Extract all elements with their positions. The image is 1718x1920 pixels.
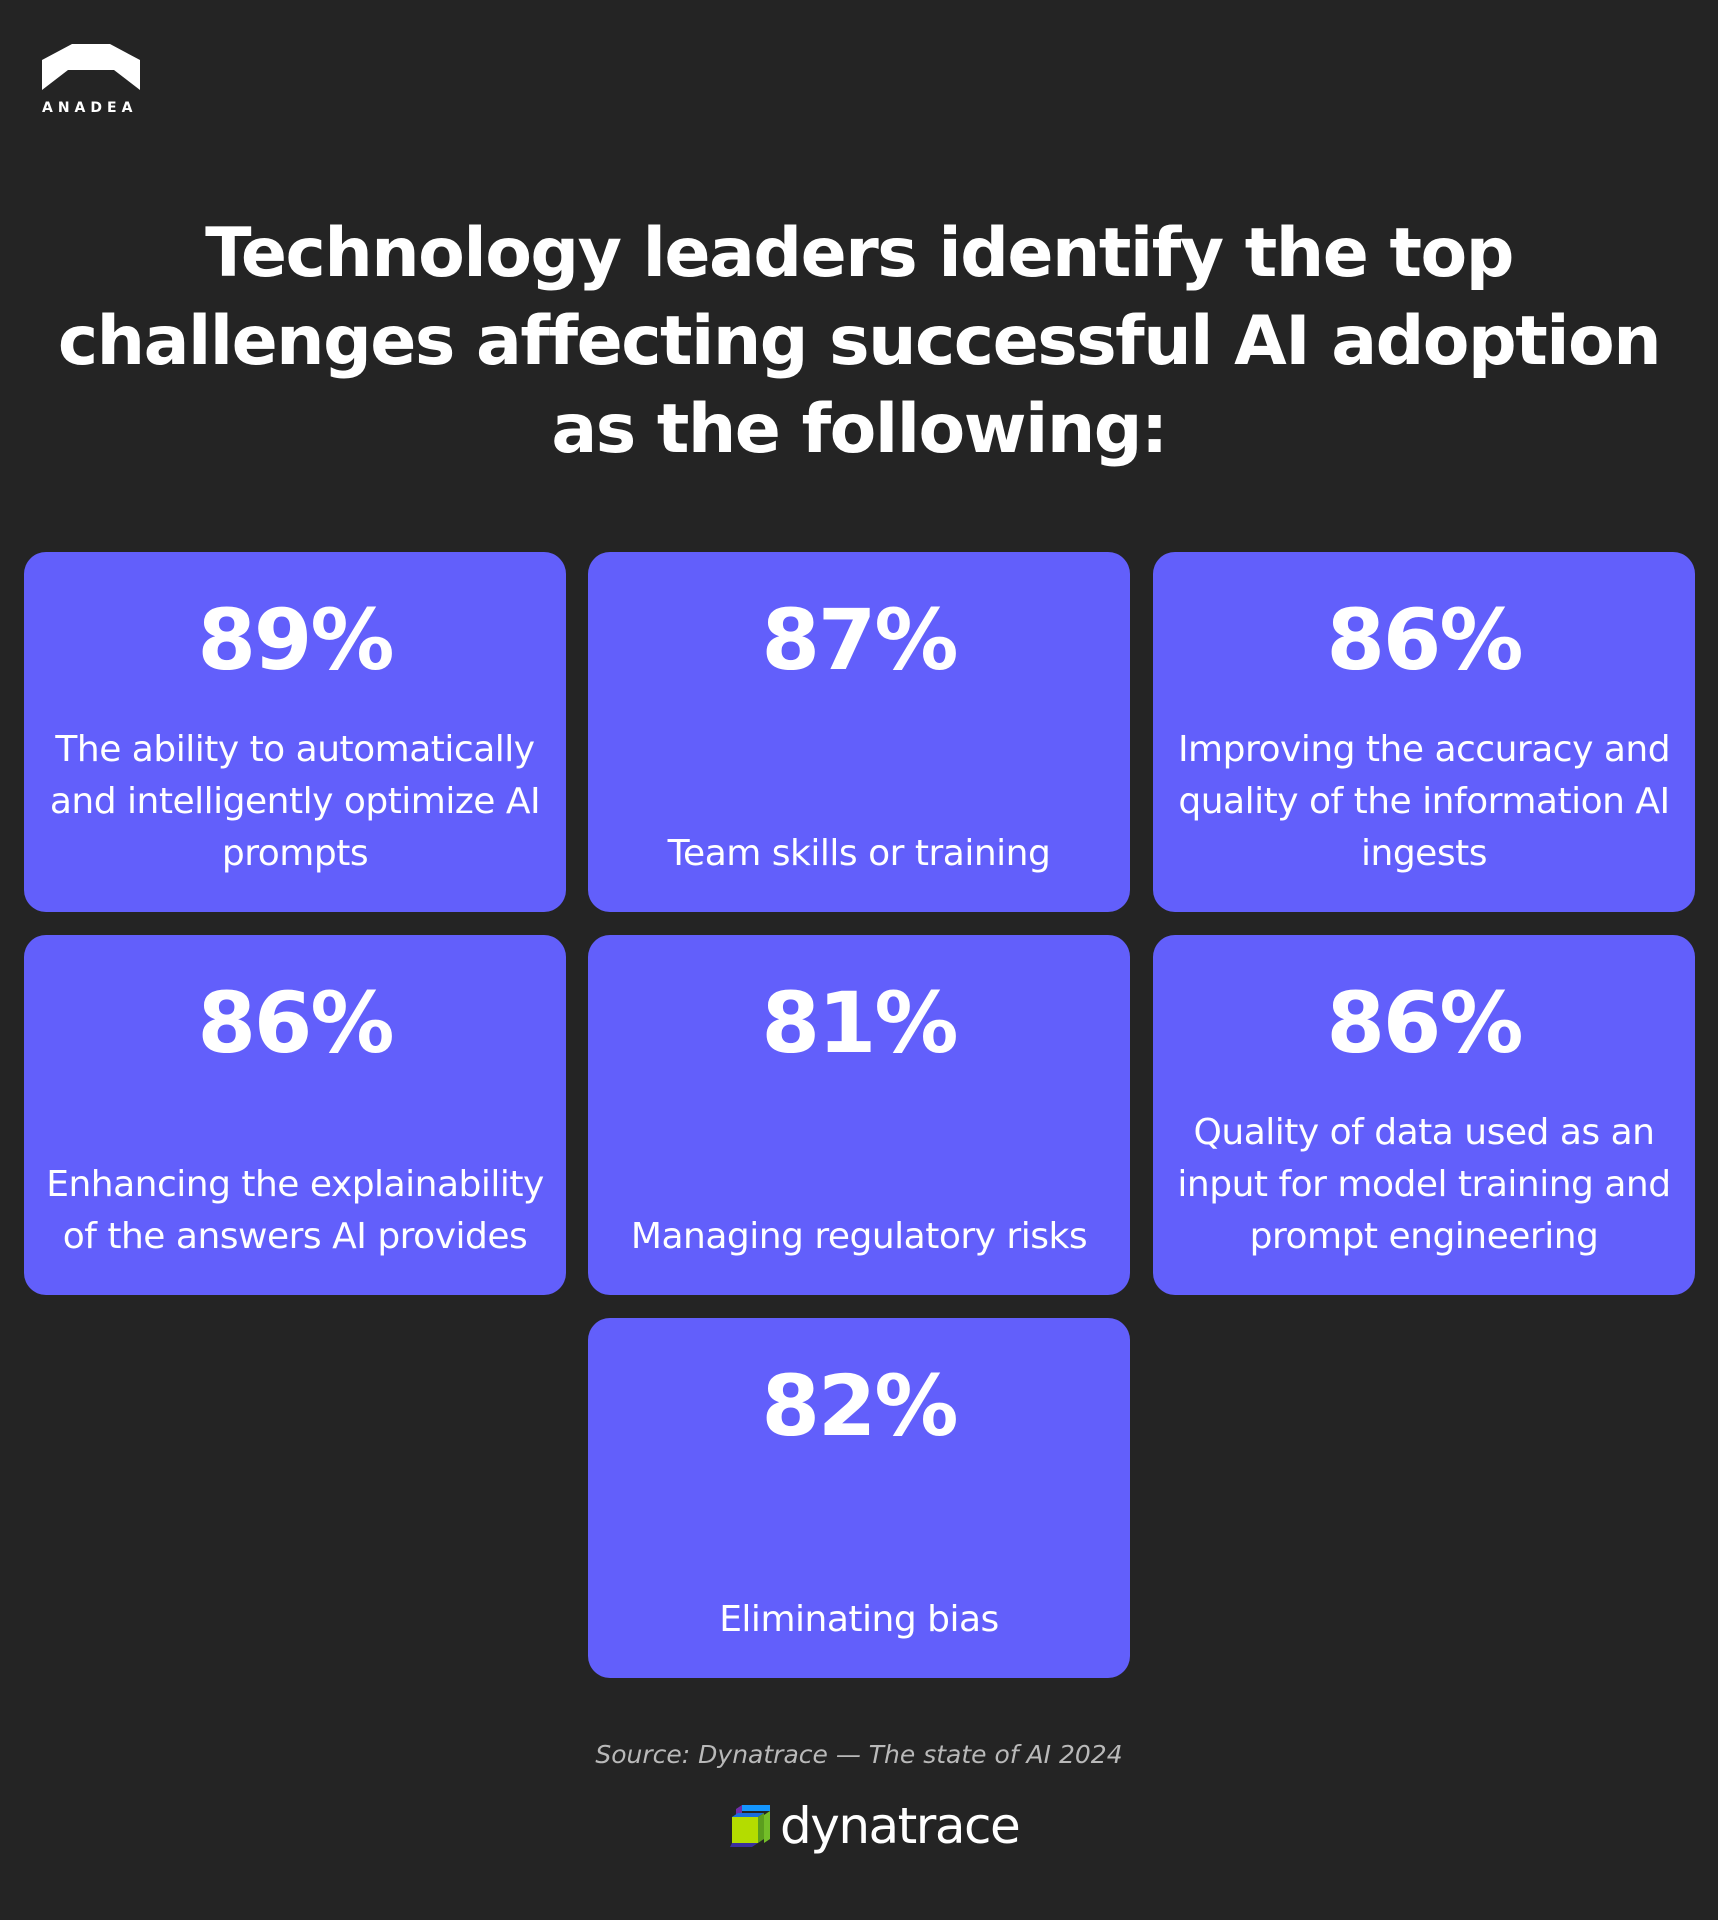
stat-percent: 87%	[761, 591, 958, 689]
stat-card: 86% Enhancing the explainability of the …	[24, 935, 566, 1295]
stat-card: 86% Improving the accuracy and quality o…	[1153, 552, 1695, 912]
stat-card: 81% Managing regulatory risks	[588, 935, 1130, 1295]
title-line: challenges affecting successful AI adopt…	[57, 302, 1662, 381]
stat-percent: 81%	[761, 974, 958, 1072]
stat-card: 87% Team skills or training	[588, 552, 1130, 912]
stat-description: Quality of data used as an input for mod…	[1177, 1112, 1671, 1257]
stat-percent: 86%	[197, 974, 394, 1072]
anadea-roof-icon	[42, 44, 140, 90]
anadea-wordmark: ANADEA	[42, 100, 138, 116]
page-title: Technology leaders identify the top chal…	[0, 210, 1718, 474]
dynatrace-wordmark: dynatrace	[780, 1797, 1021, 1855]
dynatrace-logo: dynatrace	[728, 1796, 1021, 1856]
source-caption: Source: Dynatrace — The state of AI 2024	[595, 1740, 1123, 1769]
stat-percent: 86%	[1326, 591, 1523, 689]
stat-card: 86% Quality of data used as an input for…	[1153, 935, 1695, 1295]
stat-percent: 89%	[197, 591, 394, 689]
stat-description: Improving the accuracy and quality of th…	[1177, 729, 1671, 874]
anadea-logo: ANADEA	[42, 44, 142, 116]
stat-percent: 82%	[761, 1357, 958, 1455]
stat-card: 82% Eliminating bias	[588, 1318, 1130, 1678]
stat-description: Managing regulatory risks	[630, 1216, 1088, 1257]
stat-percent: 86%	[1326, 974, 1523, 1072]
stat-card: 89% The ability to automatically and int…	[24, 552, 566, 912]
dynatrace-cube-icon	[730, 1805, 770, 1847]
stat-description: Enhancing the explainability of the answ…	[46, 1164, 544, 1257]
stat-description: Eliminating bias	[719, 1599, 999, 1640]
stat-description: The ability to automatically and intelli…	[49, 729, 541, 874]
title-line: as the following:	[551, 390, 1168, 469]
stat-description: Team skills or training	[667, 833, 1051, 874]
title-line: Technology leaders identify the top	[205, 214, 1514, 293]
